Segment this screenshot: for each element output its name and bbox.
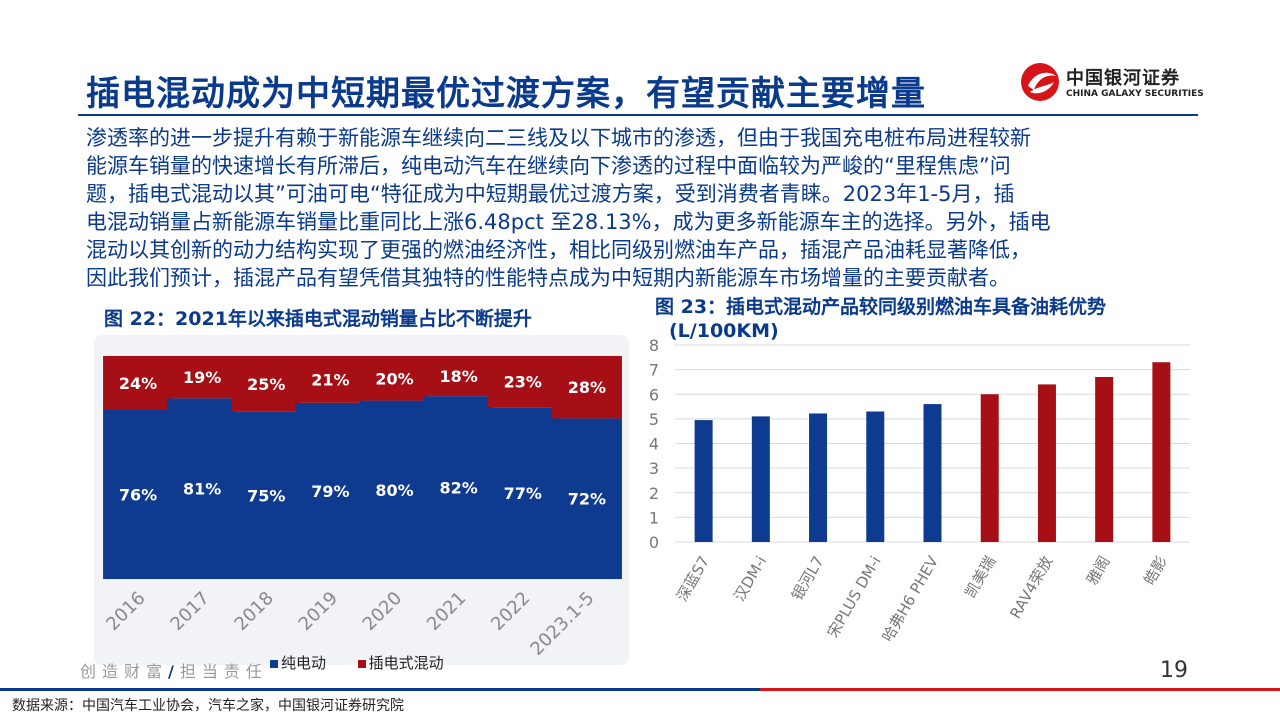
bar-segment-bev [551, 418, 622, 579]
y-tick-label: 5 [649, 410, 659, 429]
bar-segment-phev [295, 356, 366, 403]
data-source: 数据来源：中国汽车工业协会，汽车之家，中国银河证券研究院 [12, 698, 404, 714]
bar-segment-bev [231, 411, 302, 579]
data-label-bev: 79% [311, 482, 349, 501]
bar-segment-bev [295, 402, 366, 579]
figure-23-title-main: 图 23：插电式混动产品较同级别燃油车具备油耗优势 [655, 296, 1107, 318]
x-tick-label: 2018 [231, 588, 278, 635]
x-tick-label: 银河L7 [788, 553, 828, 603]
x-tick-label: 2023.1-5 [526, 588, 598, 660]
bar [1095, 377, 1114, 542]
data-label-phev: 23% [504, 373, 542, 392]
data-label-bev: 82% [440, 479, 478, 498]
y-tick-label: 7 [649, 361, 659, 380]
data-label-phev: 25% [247, 375, 285, 394]
body-paragraph: 渗透率的进一步提升有赖于新能源车继续向二三线及以下城市的渗透，但由于我国充电桩布… [86, 124, 1206, 292]
bar-segment-bev [423, 396, 494, 579]
bar-segment-bev [167, 398, 238, 579]
data-label-bev: 81% [183, 480, 221, 499]
body-line: 因此我们预计，插混产品有望凭借其独特的性能特点成为中短期内新能源车市场增量的主要… [86, 266, 1010, 290]
bar [866, 411, 885, 542]
x-tick-label: 2016 [102, 588, 149, 635]
figure-22-title: 图 22：2021年以来插电式混动销量占比不断提升 [104, 308, 532, 330]
x-tick-label: 2022 [487, 588, 534, 635]
x-tick-label: RAV4荣放 [1006, 553, 1056, 622]
bar [1152, 362, 1171, 542]
legend-swatch-phev [357, 659, 366, 668]
x-tick-label: 2021 [423, 588, 470, 635]
x-tick-label: 2020 [359, 588, 406, 635]
x-tick-label: 哈弗H6 PHEV [879, 552, 943, 644]
logo-name-en: CHINA GALAXY SECURITIES [1066, 89, 1204, 99]
chart-22-stacked-bar: 76% 24% 2016 81% 19% 2017 75% 25% 2018 79% 21% 2019… [102, 355, 622, 660]
data-label-phev: 24% [119, 374, 157, 393]
data-label-phev: 21% [311, 370, 349, 389]
slogan-right: 担当责任 [179, 662, 268, 681]
legend-swatch-bev [270, 659, 278, 668]
body-line: 渗透率的进一步提升有赖于新能源车继续向二三线及以下城市的渗透，但由于我国充电桩布… [86, 126, 1031, 150]
x-tick-label: 凯美瑞 [961, 553, 999, 601]
y-tick-label: 2 [649, 484, 659, 503]
x-tick-label: 皓影 [1140, 553, 1171, 588]
bar [1037, 384, 1056, 542]
x-tick-label: 2019 [295, 588, 342, 635]
legend-label-bev: 纯电动 [281, 654, 327, 672]
bar-segment-phev [487, 356, 558, 408]
bar [809, 413, 828, 542]
bar [751, 416, 770, 542]
body-line: 题，插电式混动以其”可油可电“特征成为中短期最优过渡方案，受到消费者青睐。202… [86, 182, 1015, 206]
y-tick-label: 3 [649, 459, 659, 478]
bar-segment-phev [167, 356, 238, 399]
data-label-phev: 19% [183, 368, 221, 387]
bar [980, 394, 999, 542]
bar-segment-phev [359, 356, 430, 401]
logo-mark-icon [1021, 63, 1059, 101]
x-tick-label: 2017 [166, 588, 213, 635]
slogan-left: 创造财富 [80, 662, 169, 681]
data-label-phev: 28% [568, 378, 606, 397]
legend-label-phev: 插电式混动 [368, 654, 444, 672]
body-line: 电混动销量占新能源车销量比重同比上涨6.48pct 至28.13%，成为更多新能… [86, 210, 1051, 234]
bar-segment-phev [423, 356, 494, 397]
bar-segment-bev [103, 409, 174, 579]
bar-segment-bev [487, 407, 558, 579]
x-tick-label: 深蓝S7 [673, 553, 713, 605]
y-tick-label: 4 [649, 435, 659, 454]
bar-segment-phev [231, 356, 302, 412]
chart-22-legend: 纯电动 插电式混动 [270, 652, 444, 673]
data-label-bev: 76% [119, 485, 157, 504]
figure-23-title: 图 23：插电式混动产品较同级别燃油车具备油耗优势 (L/100KM) [655, 295, 1215, 343]
bar [923, 404, 942, 542]
y-tick-label: 8 [649, 336, 659, 355]
bar [694, 420, 713, 542]
y-tick-label: 0 [649, 533, 659, 552]
slogan-separator: / [168, 662, 180, 681]
body-line: 能源车销量的快速增长有所滞后，纯电动汽车在继续向下渗透的过程中面临较为严峻的“里… [86, 154, 1011, 178]
body-line: 混动以其创新的动力结构实现了更强的燃油经济性，相比同级别燃油车产品，插混产品油耗… [86, 238, 1031, 262]
data-label-bev: 80% [375, 481, 413, 500]
data-label-bev: 77% [504, 484, 542, 503]
data-label-phev: 20% [375, 369, 413, 388]
bar-segment-phev [551, 356, 622, 419]
bar-segment-bev [359, 400, 430, 579]
page-title: 插电混动成为中短期最优过渡方案，有望贡献主要增量 [86, 74, 926, 114]
footer-divider [0, 688, 1280, 691]
page-number: 19 [1160, 658, 1188, 683]
x-tick-label: 雅阁 [1083, 553, 1114, 588]
figure-23-unit: (L/100KM) [669, 320, 779, 342]
x-tick-label: 汉DM-i [730, 553, 770, 605]
x-tick-label: 宋PLUS DM-i [824, 553, 885, 641]
title-divider [78, 114, 1198, 116]
data-label-bev: 72% [568, 490, 606, 509]
company-logo [1021, 63, 1059, 101]
data-label-bev: 75% [247, 486, 285, 505]
logo-name-cn: 中国银河证券 [1066, 68, 1180, 89]
bar-segment-phev [103, 356, 174, 410]
y-tick-label: 1 [649, 508, 659, 527]
y-tick-label: 6 [649, 385, 659, 404]
slogan: 创造财富/担当责任 [80, 658, 268, 682]
data-label-phev: 18% [440, 367, 478, 386]
